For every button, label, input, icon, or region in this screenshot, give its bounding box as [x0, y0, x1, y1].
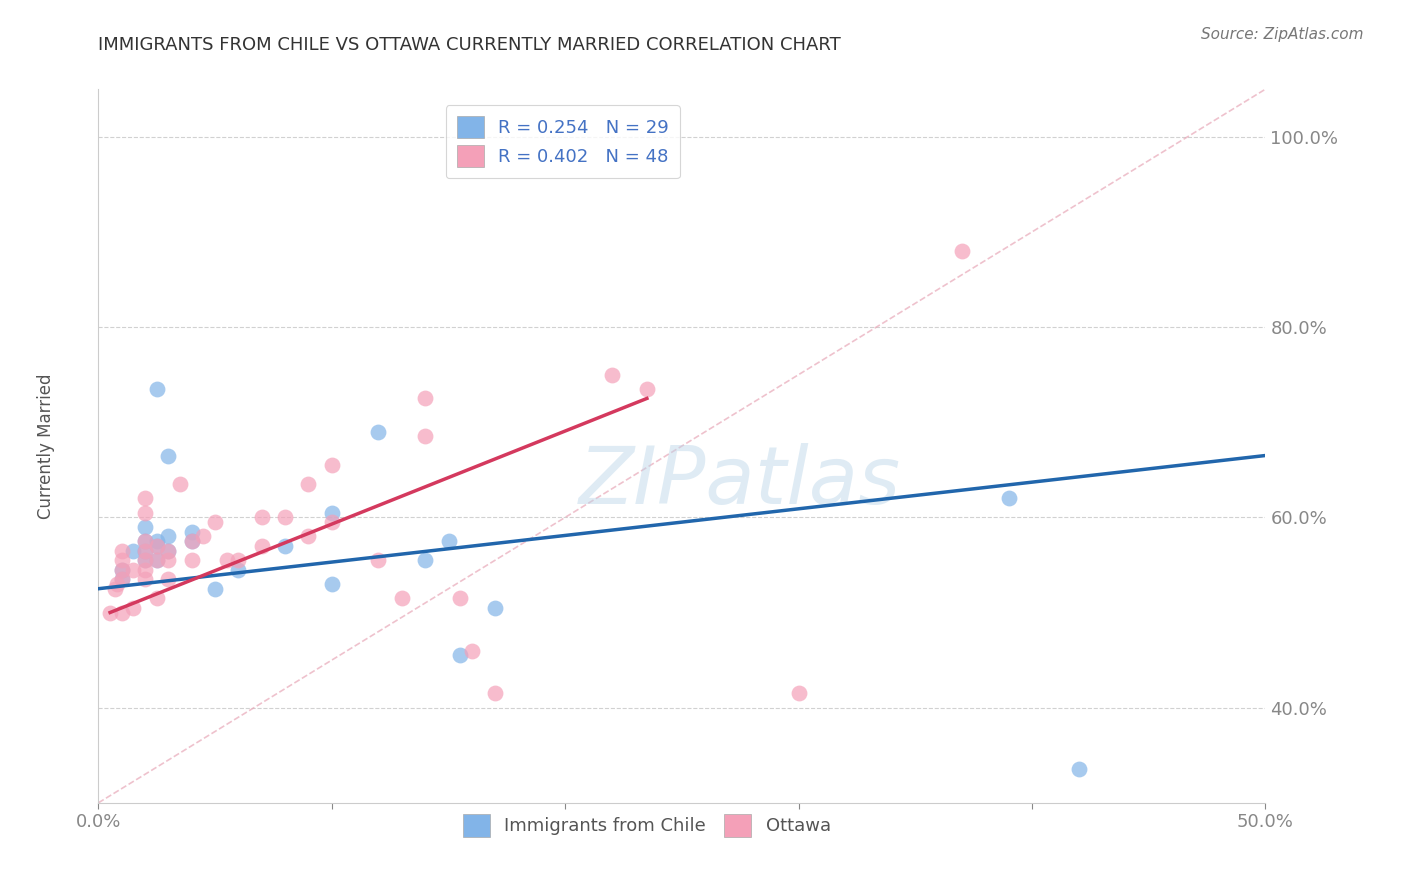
Point: [134, 543, 156, 558]
Point: [157, 529, 180, 543]
Point: [787, 686, 810, 700]
Point: [134, 534, 156, 549]
Point: [321, 577, 343, 591]
Point: [134, 553, 156, 567]
Point: [180, 553, 202, 567]
Point: [146, 553, 169, 567]
Point: [437, 534, 460, 549]
Point: [321, 506, 343, 520]
Point: [111, 563, 134, 577]
Point: [146, 539, 169, 553]
Point: [169, 477, 191, 491]
Point: [146, 591, 169, 606]
Point: [146, 382, 169, 396]
Point: [134, 563, 156, 577]
Point: [111, 563, 134, 577]
Point: [157, 543, 180, 558]
Point: [180, 524, 202, 539]
Point: [461, 643, 484, 657]
Point: [157, 449, 180, 463]
Point: [215, 553, 238, 567]
Point: [111, 606, 134, 620]
Point: [484, 686, 506, 700]
Point: [228, 553, 250, 567]
Point: [180, 534, 202, 549]
Point: [484, 600, 506, 615]
Point: [997, 491, 1019, 506]
Point: [228, 563, 250, 577]
Point: [367, 553, 389, 567]
Point: [157, 553, 180, 567]
Text: ZIPatlas: ZIPatlas: [579, 442, 901, 521]
Point: [367, 425, 389, 439]
Point: [297, 529, 319, 543]
Point: [600, 368, 623, 382]
Point: [111, 543, 134, 558]
Point: [146, 539, 169, 553]
Point: [250, 539, 273, 553]
Point: [157, 572, 180, 586]
Text: IMMIGRANTS FROM CHILE VS OTTAWA CURRENTLY MARRIED CORRELATION CHART: IMMIGRANTS FROM CHILE VS OTTAWA CURRENTL…: [98, 36, 841, 54]
Point: [391, 591, 413, 606]
Point: [134, 572, 156, 586]
Point: [413, 429, 436, 443]
Point: [134, 520, 156, 534]
Point: [1067, 763, 1090, 777]
Point: [134, 553, 156, 567]
Point: [204, 582, 226, 596]
Point: [636, 382, 658, 396]
Point: [146, 534, 169, 549]
Point: [146, 553, 169, 567]
Point: [134, 543, 156, 558]
Point: [449, 648, 471, 663]
Point: [104, 582, 127, 596]
Point: [98, 606, 121, 620]
Point: [297, 477, 319, 491]
Point: [274, 539, 297, 553]
Point: [122, 600, 145, 615]
Text: Currently Married: Currently Married: [37, 373, 55, 519]
Point: [180, 534, 202, 549]
Point: [111, 553, 134, 567]
Point: [413, 553, 436, 567]
Point: [134, 506, 156, 520]
Text: Source: ZipAtlas.com: Source: ZipAtlas.com: [1201, 27, 1364, 42]
Point: [250, 510, 273, 524]
Point: [950, 244, 973, 258]
Point: [274, 510, 297, 524]
Point: [111, 572, 134, 586]
Point: [105, 577, 128, 591]
Point: [122, 563, 145, 577]
Point: [157, 543, 180, 558]
Point: [321, 515, 343, 529]
Point: [321, 458, 343, 472]
Point: [193, 529, 215, 543]
Legend: Immigrants from Chile, Ottawa: Immigrants from Chile, Ottawa: [456, 807, 838, 844]
Point: [122, 543, 145, 558]
Point: [413, 392, 436, 406]
Point: [449, 591, 471, 606]
Point: [134, 534, 156, 549]
Point: [204, 515, 226, 529]
Point: [111, 572, 134, 586]
Point: [134, 491, 156, 506]
